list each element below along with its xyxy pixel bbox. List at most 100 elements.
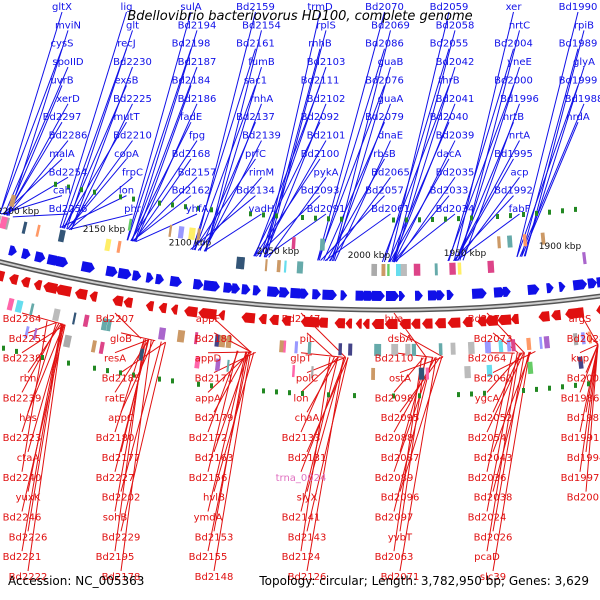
forward-gene-label: Bd2079: [365, 112, 404, 123]
forward-leader-line: [389, 11, 450, 263]
forward-gene-label: Bd2154: [242, 20, 281, 31]
length-value: 3,782,950 bp: [420, 574, 501, 588]
reverse-leader-line: [393, 357, 423, 552]
tick-mark: [210, 207, 213, 213]
reverse-gene-arrow: [565, 307, 579, 319]
position-ticks: [2, 181, 590, 399]
forward-leader-line: [391, 103, 456, 263]
tick-mark: [275, 389, 278, 395]
length-label: Length:: [371, 574, 418, 588]
tick-mark: [548, 385, 551, 391]
reverse-gene-label: Bd1994: [567, 453, 600, 464]
forward-gene-label: Bd2254: [49, 167, 88, 178]
reverse-gene-arrow: [75, 288, 88, 300]
feature-box: [506, 339, 512, 352]
forward-gene-label: nrtC: [509, 20, 530, 31]
forward-gene-label: Bd2134: [236, 186, 275, 197]
tick-mark: [522, 388, 525, 393]
reverse-gene-arrow: [43, 281, 59, 294]
tick-mark: [431, 217, 434, 222]
forward-leader-line: [132, 176, 198, 242]
accession-value: NC_005363: [75, 574, 145, 588]
forward-gene-label: Bd2069: [371, 20, 410, 31]
feature-box: [296, 261, 304, 274]
reverse-gene-arrow: [447, 317, 461, 328]
reverse-leader-line: [399, 332, 444, 358]
tick-mark: [587, 381, 590, 387]
reverse-gene-arrows: [0, 270, 600, 330]
forward-gene-arrow: [502, 286, 511, 297]
reverse-gene-label: hvlB: [203, 493, 225, 504]
reverse-gene-label: resA: [104, 354, 126, 365]
reverse-gene-arrow: [477, 316, 487, 327]
reverse-gene-label: Bd2089: [375, 473, 414, 484]
forward-gene-label: acp: [511, 167, 529, 178]
feature-box: [338, 343, 343, 356]
forward-leader-line: [519, 103, 585, 257]
reverse-gene-arrow: [384, 319, 398, 330]
tick-mark: [93, 365, 96, 371]
forward-gene-label: Bd2042: [436, 57, 475, 68]
reverse-leader-line: [207, 351, 252, 354]
feature-box: [291, 365, 296, 378]
reverse-leader-line: [120, 341, 166, 373]
forward-gene-label: Bd2092: [301, 112, 340, 123]
forward-gene-label: Bd2093: [301, 186, 340, 197]
reverse-gene-label: appD: [195, 354, 222, 365]
forward-gene-arrow: [527, 284, 540, 296]
forward-leader-line: [516, 85, 579, 258]
reverse-gene-label: Bd2240: [3, 473, 42, 484]
reverse-gene-label: hua: [385, 314, 404, 325]
reverse-gene-label: Bd1997: [561, 473, 600, 484]
feature-box: [374, 343, 382, 356]
feature-box: [438, 343, 443, 356]
reverse-gene-arrow: [355, 318, 362, 329]
feature-box: [32, 328, 38, 341]
feature-box: [29, 303, 35, 316]
feature-box: [391, 343, 399, 356]
forward-gene-label: rpiB: [574, 20, 594, 31]
forward-gene-label: cah: [53, 186, 71, 197]
reverse-gene-label: Bd2072: [468, 314, 507, 325]
forward-gene-arrow: [105, 265, 118, 277]
forward-gene-label: rimM: [249, 167, 274, 178]
accession-label: Accession:: [8, 574, 72, 588]
reverse-gene-arrow: [497, 314, 512, 326]
feature-box: [225, 335, 232, 349]
feature-tracks: [0, 194, 593, 380]
reverse-gene-arrow: [574, 307, 585, 318]
forward-gene-label: Bd2286: [49, 131, 88, 142]
forward-leader-line: [3, 66, 69, 215]
reverse-gene-label: Bd2126: [288, 572, 327, 583]
tick-mark: [210, 383, 213, 389]
feature-box: [264, 259, 268, 272]
forward-gene-label: Bd1995: [494, 149, 533, 160]
forward-gene-arrow: [290, 287, 304, 299]
forward-gene-arrow: [493, 287, 506, 298]
forward-gene-label: guaB: [378, 57, 404, 68]
forward-gene-label: Bd2187: [178, 57, 217, 68]
reverse-gene-label: Bd2098: [375, 393, 414, 404]
tick-mark: [275, 213, 278, 219]
forward-leader-line: [516, 11, 579, 258]
forward-gene-label: Bd2061: [371, 204, 410, 215]
feature-box: [425, 367, 430, 380]
forward-gene-arrow: [55, 255, 69, 268]
forward-leader-line: [193, 158, 256, 251]
tick-mark: [106, 368, 109, 374]
forward-leader-line: [324, 213, 391, 262]
feature-box: [381, 264, 386, 277]
tick-mark: [15, 348, 18, 354]
feature-box: [82, 314, 90, 328]
forward-gene-label: lig: [121, 2, 133, 13]
forward-leader-line: [318, 48, 385, 261]
feature-box: [572, 332, 579, 346]
forward-leader-line: [381, 85, 450, 263]
feature-box: [527, 361, 534, 375]
reverse-leader-line: [579, 312, 599, 345]
tick-mark: [535, 386, 538, 392]
forward-leader-line: [130, 140, 198, 242]
reverse-gene-arrow: [421, 318, 433, 329]
forward-leader-line: [63, 85, 127, 229]
forward-gene-label: mviN: [55, 20, 81, 31]
